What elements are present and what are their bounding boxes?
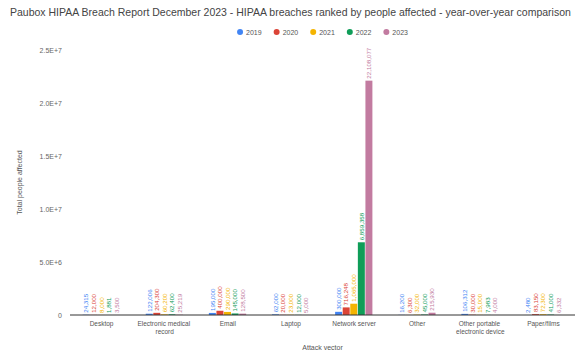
legend-swatch — [310, 29, 316, 35]
legend-label: 2022 — [356, 29, 372, 36]
data-label: 8,000 — [98, 297, 105, 313]
data-label: 62,000 — [272, 293, 279, 312]
legend-swatch — [383, 29, 389, 35]
data-label: 4,000 — [491, 297, 498, 313]
data-label: 3,500 — [113, 297, 120, 313]
x-tick-label: Other — [409, 320, 426, 327]
y-tick-label: 1.5E+7 — [40, 153, 62, 160]
tick-mark — [67, 103, 70, 104]
data-label: 5,000 — [302, 297, 309, 313]
x-tick-label-line: Electronic medical — [137, 320, 192, 327]
data-label: 41,000 — [547, 293, 554, 312]
tick-mark — [67, 209, 70, 210]
x-tick-label: Paper/films — [527, 320, 560, 328]
bars — [83, 81, 562, 315]
data-label: 1,065,000 — [350, 274, 357, 302]
legend-label: 2023 — [392, 29, 408, 36]
data-label: 83,150 — [532, 293, 539, 312]
y-tick-label: 2.0E+7 — [40, 100, 62, 107]
x-tick-label-line: electronic device — [456, 328, 505, 335]
data-label: 6,332 — [555, 297, 562, 313]
y-tick-label: 2.5E+7 — [40, 47, 62, 54]
data-label: 22,108,077 — [365, 47, 372, 79]
bar — [365, 81, 372, 315]
legend-label: 2019 — [246, 29, 262, 36]
x-tick-label-line: record — [155, 328, 174, 335]
legend-label: 2021 — [319, 29, 335, 36]
x-axis-label: Attack vector — [302, 344, 343, 351]
data-label: 16,200 — [398, 293, 405, 312]
x-tick-label: Electronic medical record — [137, 320, 192, 335]
data-label: 400,000 — [216, 286, 223, 309]
data-label: 6,859,358 — [358, 212, 365, 240]
x-tick-label: Desktop — [90, 320, 114, 328]
data-label: 32,000 — [413, 293, 420, 312]
data-label: 145,000 — [231, 289, 238, 312]
data-labels: 24,315 122,006 195,000 62,000 300,000 16,200 1… — [82, 47, 561, 313]
y-tick-label: 1.0E+7 — [40, 206, 62, 213]
data-label: 2,480 — [524, 297, 531, 313]
y-axis-label: Total people affected — [16, 150, 24, 215]
data-label: 30,000 — [469, 293, 476, 312]
tick-mark — [67, 50, 70, 51]
data-label: 23,000 — [287, 293, 294, 312]
chart-container: Paubox HIPAA Breach Report December 2023… — [0, 0, 585, 360]
data-label: 290,000 — [224, 287, 231, 310]
x-axis-line — [70, 315, 575, 316]
data-label: 15,000 — [476, 293, 483, 312]
data-label: 20,000 — [279, 293, 286, 312]
tick-mark — [67, 315, 70, 316]
data-label: 24,315 — [82, 293, 89, 312]
data-label: 45,000 — [421, 293, 428, 312]
chart-svg: Paubox HIPAA Breach Report December 2023… — [0, 0, 585, 360]
data-label: 128,500 — [239, 289, 246, 312]
legend-item: 2019 — [237, 29, 262, 36]
data-label: 122,006 — [146, 289, 153, 312]
legend-item: 2020 — [274, 29, 299, 36]
data-label: 215,930 — [428, 288, 435, 311]
legend-swatch — [237, 29, 243, 35]
bar — [350, 304, 357, 315]
data-label: 300,000 — [335, 287, 342, 310]
data-label: 716,248 — [342, 282, 349, 305]
data-label: 12,000 — [90, 293, 97, 312]
title: Paubox HIPAA Breach Report December 2023… — [10, 6, 571, 18]
data-label: 195,000 — [209, 288, 216, 311]
bar — [358, 242, 365, 315]
bar — [343, 307, 350, 315]
data-label: 60,200 — [161, 293, 168, 312]
data-label: 7,983 — [484, 297, 491, 313]
legend-item: 2022 — [347, 29, 372, 36]
legend-item: 2021 — [310, 29, 335, 36]
x-tick-label: Network server — [332, 320, 377, 327]
bar — [216, 311, 223, 315]
legend-swatch — [347, 29, 353, 35]
x-tick-label: Email — [220, 320, 237, 327]
data-label: 1,881 — [105, 297, 112, 313]
data-label: 106,312 — [461, 289, 468, 312]
data-label: 204,300 — [153, 288, 160, 311]
data-label: 12,000 — [295, 293, 302, 312]
tick-mark — [67, 156, 70, 157]
legend: 2019 2020 2021 2022 2023 — [237, 29, 408, 36]
y-tick-label: 5.0E+6 — [40, 259, 62, 266]
data-label: 6,300 — [406, 297, 413, 313]
data-label: 72,300 — [539, 293, 546, 312]
data-label: 62,400 — [168, 293, 175, 312]
x-tick-label: Laptop — [281, 320, 301, 328]
legend-swatch — [274, 29, 280, 35]
y-tick-label: 0 — [58, 312, 62, 319]
x-tick-label: Other portable electronic device — [456, 320, 505, 335]
tick-mark — [67, 262, 70, 263]
data-label: 25,219 — [176, 293, 183, 312]
legend-label: 2020 — [283, 29, 299, 36]
legend-item: 2023 — [383, 29, 408, 36]
